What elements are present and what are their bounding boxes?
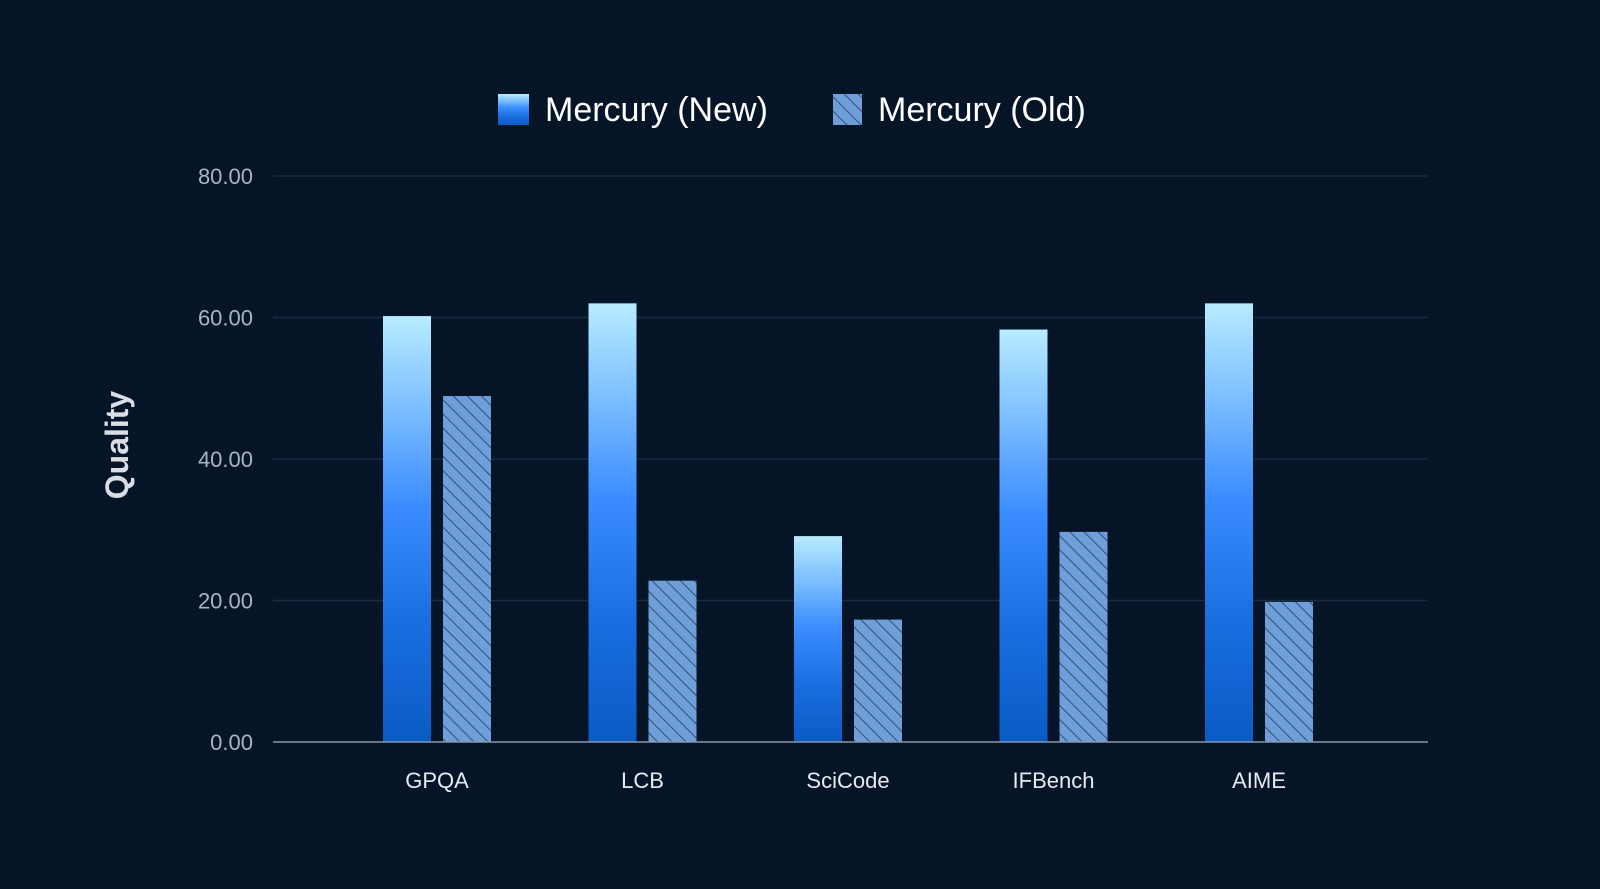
legend-label-new: Mercury (New) [545, 91, 768, 129]
legend-label-old: Mercury (Old) [878, 91, 1086, 129]
bar-lcb-new [588, 303, 637, 742]
x-tick-label: GPQA [405, 768, 469, 793]
bar-scicode-new [794, 536, 842, 742]
legend-swatch-new [498, 94, 529, 125]
bar-gpqa-new [383, 316, 431, 742]
y-axis-ticks: 0.00 20.00 40.00 60.00 80.00 [198, 164, 253, 755]
bars [383, 303, 1313, 742]
bar-ifbench-new [999, 329, 1048, 742]
legend-swatch-old [833, 94, 862, 125]
x-tick-label: AIME [1232, 768, 1286, 793]
x-tick-label: SciCode [806, 768, 889, 793]
y-tick-label: 80.00 [198, 164, 253, 189]
bar-gpqa-old [443, 396, 491, 742]
x-axis-ticks: GPQA LCB SciCode IFBench AIME [405, 768, 1286, 793]
bar-aime-old [1265, 601, 1313, 742]
x-tick-label: IFBench [1013, 768, 1095, 793]
bar-scicode-old [854, 619, 902, 742]
bar-ifbench-old [1059, 531, 1108, 742]
legend: Mercury (New) Mercury (Old) [498, 91, 1086, 129]
bar-aime-new [1205, 303, 1253, 742]
y-tick-label: 20.00 [198, 589, 253, 614]
x-tick-label: LCB [621, 768, 664, 793]
y-tick-label: 60.00 [198, 306, 253, 331]
y-axis-title: Quality [99, 391, 135, 500]
bar-lcb-old [648, 580, 697, 742]
y-tick-label: 0.00 [210, 730, 253, 755]
y-tick-label: 40.00 [198, 447, 253, 472]
